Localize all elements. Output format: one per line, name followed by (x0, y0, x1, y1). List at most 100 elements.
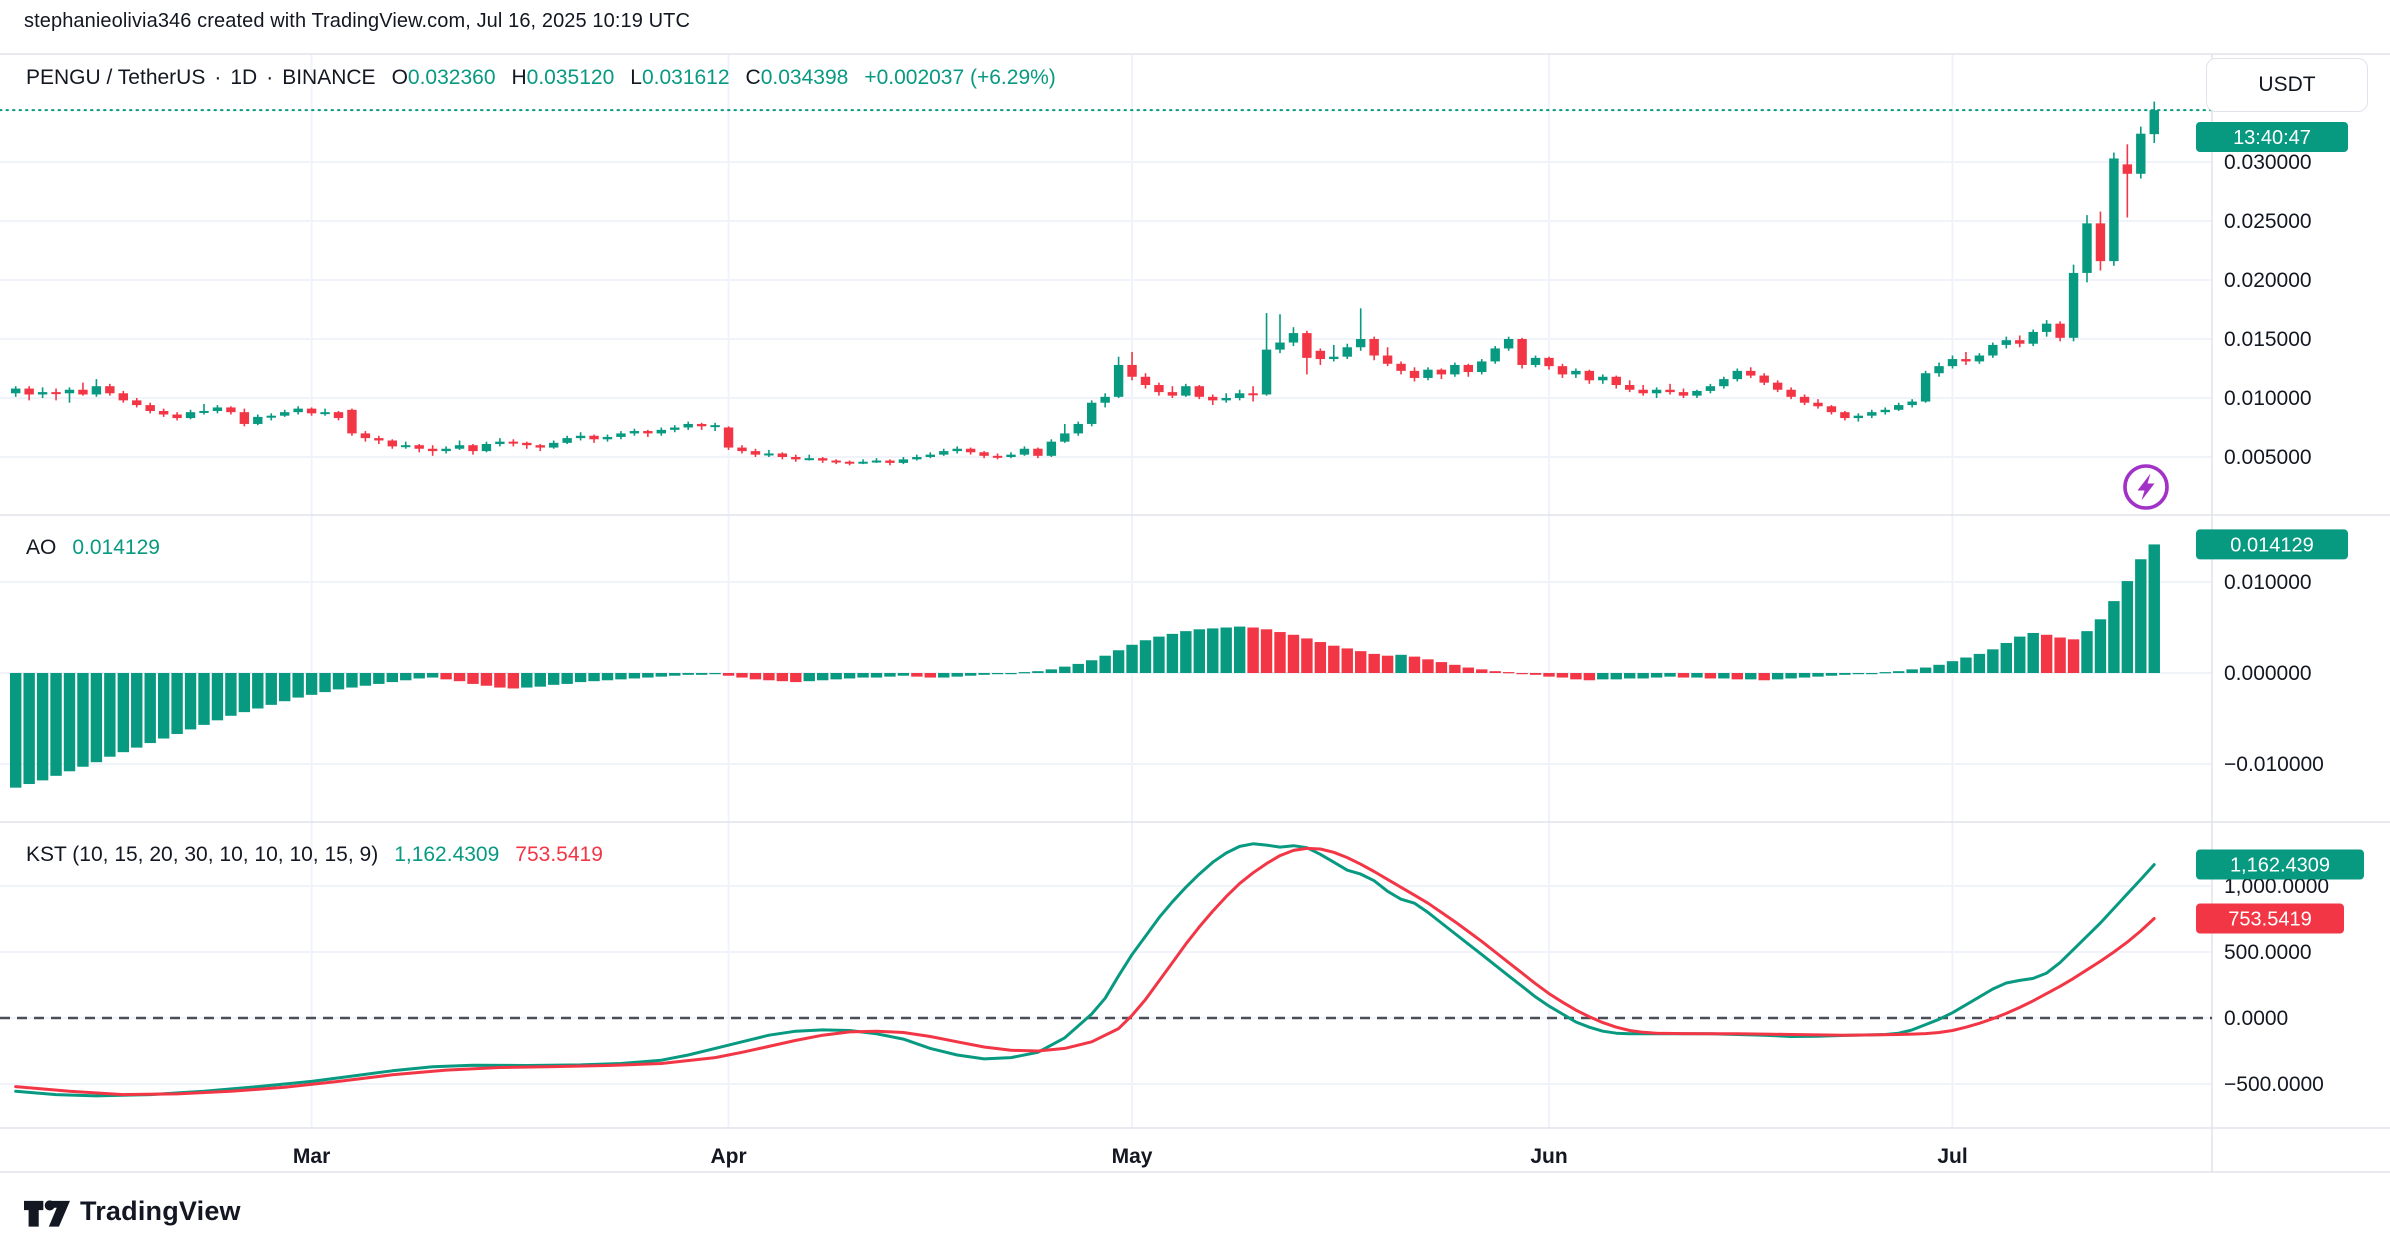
ao-legend[interactable]: AO 0.014129 (26, 536, 160, 560)
candle (1046, 441, 1057, 456)
candle (1974, 355, 1985, 362)
ao-title[interactable]: AO (26, 536, 57, 559)
month-label[interactable]: Jul (1937, 1145, 1967, 1168)
price-axis[interactable]: 0.030000 0.025000 0.020000 0.015000 0.010000… (2196, 122, 2364, 1096)
candle (1261, 349, 1272, 395)
candle (1894, 405, 1904, 410)
candle (2015, 340, 2025, 344)
candle (51, 392, 61, 395)
ao-bar (1624, 673, 1636, 679)
candle (11, 388, 21, 394)
symbol-name[interactable]: PENGU / TetherUS (26, 66, 206, 89)
countdown-badge (2196, 122, 2348, 152)
ao-bar (2094, 619, 2107, 673)
candle (1840, 412, 1850, 419)
candle (414, 445, 424, 449)
symbol-legend[interactable]: PENGU / TetherUS · 1D · BINANCE O 0.0323… (26, 66, 1056, 90)
tradingview-logo[interactable]: TradingView (24, 1192, 241, 1230)
ao-bar (588, 673, 600, 682)
currency-toggle-button[interactable]: USDT (2206, 58, 2368, 112)
candle (1315, 350, 1326, 360)
candle (696, 423, 707, 427)
ao-bar (655, 673, 667, 677)
candle (2122, 164, 2133, 174)
candle (454, 445, 465, 449)
candle (2136, 133, 2146, 174)
kst-title[interactable]: KST (10, 15, 20, 30, 10, 10, 10, 15, 9) (26, 843, 379, 866)
candle (1167, 392, 1178, 396)
candle (1248, 393, 1258, 396)
boost-lightning-icon[interactable] (2123, 464, 2169, 510)
ao-bar (1341, 648, 1353, 673)
ao-bar (884, 673, 896, 677)
ao-tick-label: −0.010000 (2224, 753, 2324, 776)
ao-bar (722, 673, 735, 676)
candle (280, 412, 290, 416)
price-tick-label: 0.005000 (2224, 446, 2312, 469)
ao-bar (1812, 673, 1824, 677)
ao-bar (2027, 632, 2039, 673)
candle (172, 414, 182, 419)
month-label[interactable]: Jun (1530, 1145, 1567, 1168)
kst-legend[interactable]: KST (10, 15, 20, 30, 10, 10, 10, 15, 9) … (26, 843, 603, 867)
ao-bar (1664, 673, 1676, 677)
month-label[interactable]: Apr (710, 1145, 746, 1168)
candle (1006, 454, 1016, 457)
price-tick-label: 0.010000 (2224, 387, 2312, 410)
month-label[interactable]: Mar (293, 1145, 330, 1168)
candle (1288, 333, 1299, 343)
candle (401, 445, 411, 448)
candle (1638, 389, 1648, 394)
ao-bar (104, 673, 116, 757)
change-value: +0.002037 (+6.29%) (864, 66, 1056, 89)
candle (1705, 386, 1716, 391)
ao-bar (211, 673, 224, 721)
ao-bar (669, 673, 681, 676)
ao-bar (548, 673, 560, 685)
ao-bar (1677, 673, 1690, 678)
time-axis[interactable]: Mar Apr May Jun Jul (293, 1145, 1968, 1168)
ao-bar (1180, 631, 1192, 673)
ao-bar (1771, 673, 1784, 680)
ao-bar (561, 673, 573, 684)
ao-bar (964, 673, 977, 676)
month-label[interactable]: May (1112, 1145, 1153, 1168)
candle (1625, 385, 1635, 390)
candle (374, 438, 384, 441)
svg-text:13:40:47: 13:40:47 (2233, 127, 2311, 149)
candle (535, 445, 545, 448)
ohlc-close: C 0.034398 (745, 66, 849, 89)
candle (253, 416, 263, 424)
ao-bar (1704, 673, 1717, 679)
candle (185, 412, 196, 419)
ao-bar (279, 673, 291, 702)
ao-bar (50, 673, 62, 776)
ao-histogram (10, 544, 2160, 788)
pane-separators (0, 53, 2390, 1173)
ao-bar (157, 673, 170, 739)
candle (1019, 448, 1030, 455)
candle (1947, 359, 1958, 367)
candle (952, 448, 962, 452)
ao-bar (1368, 653, 1380, 673)
candle (1678, 392, 1689, 396)
interval-label[interactable]: 1D (230, 66, 258, 89)
candle (1087, 402, 1097, 424)
candle (1746, 370, 1756, 376)
ao-bar (1220, 627, 1232, 673)
ao-bar (2081, 631, 2093, 673)
candle (212, 407, 223, 411)
candle (1867, 412, 1877, 416)
ao-bar (2148, 544, 2160, 673)
candle (1598, 376, 1608, 381)
candle (1194, 386, 1204, 397)
ao-bar (749, 673, 762, 680)
ao-bar (1287, 634, 1300, 673)
candle (2082, 223, 2092, 273)
ao-bar (1825, 673, 1838, 676)
ao-bar (1301, 638, 1313, 673)
ao-bar (1933, 664, 1945, 673)
candle (858, 461, 868, 464)
ao-tick-label: 0.010000 (2224, 571, 2312, 594)
